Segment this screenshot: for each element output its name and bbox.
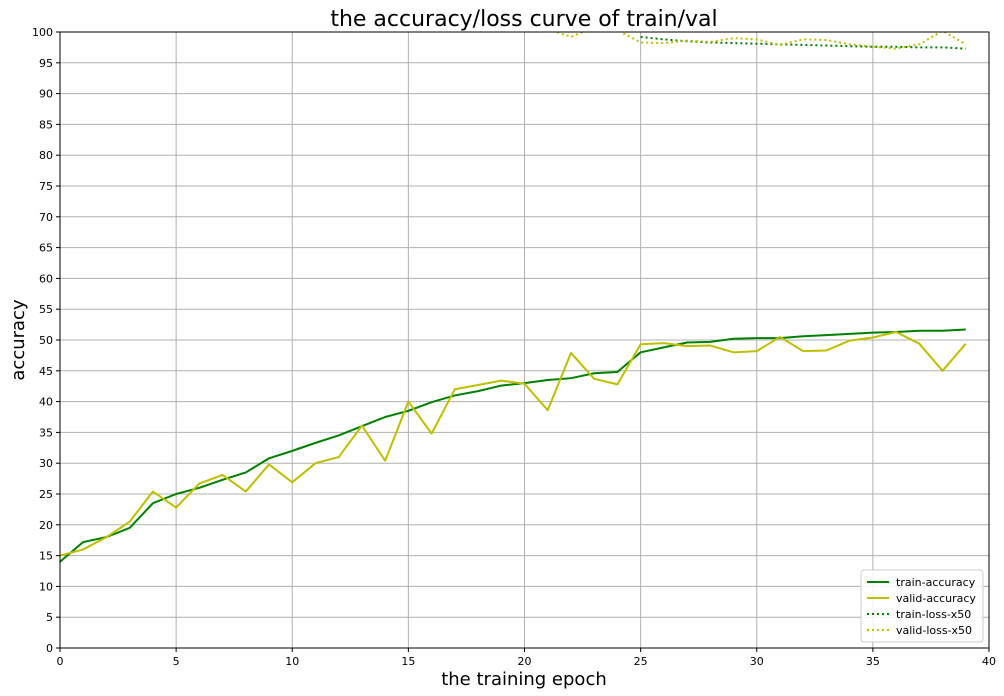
- y-tick-label: 60: [39, 272, 53, 285]
- y-tick-label: 85: [39, 118, 53, 131]
- series-line-valid-accuracy: [60, 330, 967, 557]
- x-tick-label: 5: [173, 655, 180, 668]
- x-tick-label: 10: [285, 655, 299, 668]
- y-tick-label: 25: [39, 488, 53, 501]
- x-tick-label: 30: [750, 655, 764, 668]
- series-line-valid-loss-x50: [553, 32, 967, 50]
- x-axis-ticks: 0 5 10 15 20 25 30 35 40: [57, 648, 996, 668]
- x-tick-label: 25: [634, 655, 648, 668]
- x-axis-label: the training epoch: [441, 669, 607, 690]
- y-tick-label: 30: [39, 457, 53, 470]
- y-axis-label: accuracy: [8, 299, 29, 381]
- x-tick-label: 40: [982, 655, 996, 668]
- y-tick-label: 70: [39, 211, 53, 224]
- series-line-train-accuracy: [60, 328, 966, 563]
- legend: train-accuracy valid-accuracy train-loss-x…: [860, 569, 984, 643]
- y-tick-label: 75: [39, 180, 53, 193]
- y-tick-label: 80: [39, 149, 53, 162]
- y-tick-label: 50: [39, 334, 53, 347]
- x-tick-label: 35: [866, 655, 880, 668]
- y-tick-label: 5: [46, 611, 53, 624]
- y-tick-label: 10: [39, 580, 53, 593]
- series-lines: [60, 32, 967, 563]
- x-tick-label: 0: [57, 655, 64, 668]
- chart-title: the accuracy/loss curve of train/val: [330, 7, 717, 32]
- x-tick-label: 15: [401, 655, 415, 668]
- legend-entry-train-loss-x50: train-loss-x50: [896, 608, 971, 621]
- y-tick-label: 0: [46, 642, 53, 655]
- x-tick-label: 20: [518, 655, 532, 668]
- y-tick-label: 20: [39, 519, 53, 532]
- legend-entry-train-accuracy: train-accuracy: [896, 576, 976, 589]
- y-tick-label: 95: [39, 57, 53, 70]
- y-tick-label: 35: [39, 426, 53, 439]
- y-tick-label: 100: [32, 26, 53, 39]
- y-tick-label: 45: [39, 365, 53, 378]
- legend-box: [860, 569, 984, 643]
- y-tick-label: 65: [39, 242, 53, 255]
- grid-lines: [59, 31, 990, 649]
- y-tick-label: 55: [39, 303, 53, 316]
- y-axis-ticks: 0 5 10 15 20 25 30 35 40 45 50 55 60 65 70 75 80 85 90 95 10…: [32, 26, 60, 655]
- legend-entry-valid-loss-x50: valid-loss-x50: [896, 624, 972, 637]
- y-tick-label: 90: [39, 88, 53, 101]
- y-tick-label: 40: [39, 396, 53, 409]
- legend-entry-valid-accuracy: valid-accuracy: [896, 592, 976, 605]
- series-line-train-loss-x50: [640, 35, 966, 50]
- y-tick-label: 15: [39, 550, 53, 563]
